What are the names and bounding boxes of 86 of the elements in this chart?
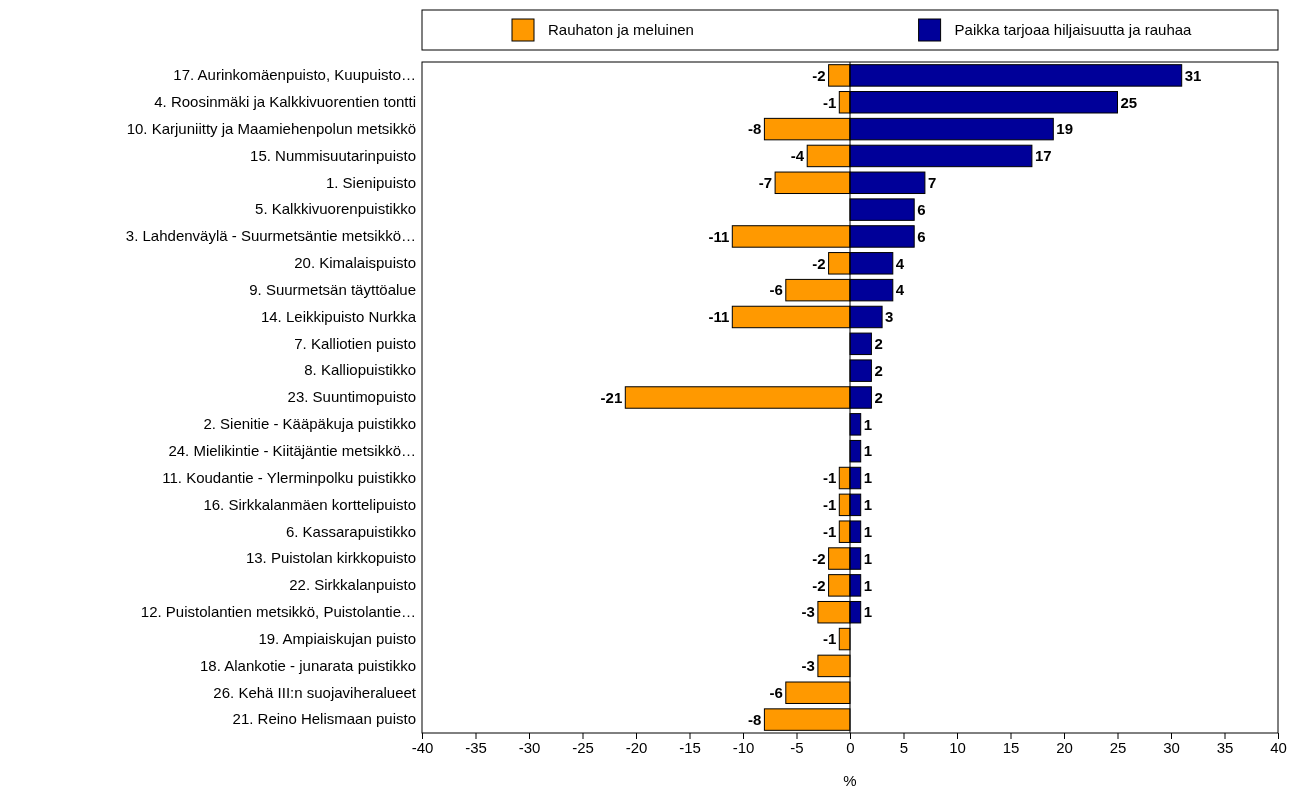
- y-tick-label: 6. Kassarapuistikko: [285, 522, 416, 540]
- y-tick-label: 8. Kalliopuistikko: [304, 361, 416, 379]
- x-tick-label: 25: [1109, 738, 1127, 756]
- x-tick-label: 40: [1270, 738, 1287, 756]
- y-tick-label: 24. Mielikintie - Kiitäjäntie metsikkö…: [168, 441, 416, 459]
- data-label: -21: [600, 388, 623, 406]
- data-label: 1: [863, 469, 873, 487]
- legend-label: Rauhaton ja meluinen: [548, 21, 694, 39]
- data-label: 2: [874, 361, 883, 379]
- data-label: 4: [895, 281, 905, 299]
- data-label: -7: [758, 174, 773, 192]
- data-label: -3: [801, 603, 815, 621]
- y-tick-label: 23. Suuntimopuisto: [287, 388, 416, 406]
- x-tick-label: -15: [679, 738, 701, 756]
- data-label: -8: [748, 120, 762, 138]
- data-label: 2: [874, 335, 883, 353]
- data-label: 1: [863, 415, 873, 433]
- legend-label: Paikka tarjoaa hiljaisuutta ja rauhaa: [954, 21, 1193, 39]
- y-tick-label: 10. Karjuniitty ja Maamiehenpolun metsikkö: [126, 119, 416, 137]
- data-label: -2: [812, 549, 826, 567]
- y-tick-label: 2. Sienitie - Kääpäkuja puistikko: [203, 415, 416, 433]
- x-tick-label: -40: [411, 738, 434, 756]
- y-tick-label: 13. Puistolan kirkkopuisto: [245, 549, 416, 567]
- x-tick-label: 20: [1056, 738, 1073, 756]
- data-label: 19: [1056, 120, 1073, 138]
- x-tick-label: 30: [1163, 738, 1180, 756]
- x-tick-label: 5: [899, 738, 909, 756]
- data-label: 6: [917, 227, 926, 245]
- y-tick-label: 26. Kehä III:n suojaviheralueet: [213, 683, 417, 701]
- y-tick-label: 7. Kalliotien puisto: [294, 334, 416, 352]
- data-label: 1: [863, 549, 873, 567]
- y-tick-label: 16. Sirkkalanmäen korttelipuisto: [203, 495, 416, 513]
- data-label: 4: [895, 254, 905, 272]
- data-label: -1: [822, 522, 837, 540]
- data-label: 7: [927, 174, 937, 192]
- x-tick-label: -20: [625, 738, 648, 756]
- data-label: -4: [790, 147, 805, 165]
- data-label: -1: [822, 469, 837, 487]
- data-label: -6: [769, 281, 783, 299]
- x-tick-label: -25: [572, 738, 594, 756]
- y-tick-label: 21. Reino Helismaan puisto: [232, 710, 416, 728]
- y-tick-label: 18. Alankotie - junarata puistikko: [200, 656, 416, 674]
- y-tick-label: 17. Aurinkomäenpuisto, Kuupuisto…: [173, 66, 416, 84]
- y-tick-label: 5. Kalkkivuorenpuistikko: [255, 200, 416, 218]
- x-tick-label: -10: [732, 738, 755, 756]
- data-label: -6: [769, 683, 783, 701]
- data-label: -8: [748, 710, 762, 728]
- y-tick-label: 11. Koudantie - Ylerminpolku puistikko: [162, 468, 416, 486]
- data-label: -2: [812, 576, 826, 594]
- data-label: -1: [822, 630, 837, 648]
- y-tick-label: 9. Suurmetsän täyttöalue: [249, 280, 416, 298]
- data-label: -2: [812, 66, 826, 84]
- data-label: -1: [822, 93, 837, 111]
- x-tick-label: 0: [846, 738, 855, 756]
- data-label: 1: [863, 522, 873, 540]
- data-label: 3: [885, 308, 894, 326]
- data-label: 2: [874, 388, 883, 406]
- x-tick-label: 15: [1002, 738, 1020, 756]
- data-label: -11: [708, 308, 730, 326]
- data-label: 31: [1184, 66, 1202, 84]
- y-tick-label: 19. Ampiaiskujan puisto: [258, 629, 416, 647]
- y-tick-label: 14. Leikkipuisto Nurkka: [260, 307, 417, 325]
- x-tick-label: -30: [518, 738, 541, 756]
- y-tick-label: 12. Puistolantien metsikkö, Puistolantie…: [140, 603, 416, 621]
- x-tick-label: -5: [790, 738, 804, 756]
- y-tick-label: 22. Sirkkalanpuisto: [289, 576, 416, 594]
- data-label: 6: [917, 200, 926, 218]
- data-label: -1: [822, 496, 837, 514]
- y-tick-label: 20. Kimalaispuisto: [294, 254, 416, 272]
- x-tick-label: 10: [949, 738, 966, 756]
- data-label: -11: [708, 227, 730, 245]
- data-label: 25: [1120, 93, 1138, 111]
- x-axis-title: %: [843, 772, 857, 789]
- data-label: 1: [863, 576, 873, 594]
- data-label: 1: [863, 496, 873, 514]
- data-label: 1: [863, 603, 873, 621]
- y-tick-label: 15. Nummisuutarinpuisto: [250, 146, 416, 164]
- data-label: -2: [812, 254, 826, 272]
- y-tick-label: 3. Lahdenväylä - Suurmetsäntie metsikkö…: [125, 227, 416, 245]
- data-label: -3: [801, 657, 815, 675]
- data-label: 1: [863, 442, 873, 460]
- y-tick-label: 4. Roosinmäki ja Kalkkivuorentien tontti: [154, 93, 416, 111]
- x-tick-label: 35: [1216, 738, 1234, 756]
- y-tick-label: 1. Sienipuisto: [325, 173, 416, 191]
- data-label: 17: [1034, 147, 1052, 165]
- x-tick-label: -35: [465, 738, 487, 756]
